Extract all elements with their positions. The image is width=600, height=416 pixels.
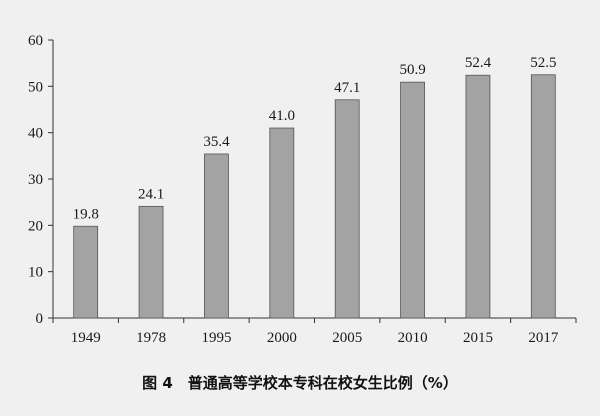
bar-2000 [269,127,295,319]
y-tick-label: 10 [28,265,43,281]
bar-2017 [530,74,556,319]
data-label-2000: 41.0 [269,108,295,124]
bar-1949 [73,225,99,319]
bar-chart: 0 10 20 30 40 50 60 1949 19.8 1978 24.1 1995 35.4 20… [28,33,577,346]
bar-2015 [465,74,491,319]
bar-1995 [204,153,229,319]
data-label-1978: 24.1 [138,186,164,202]
y-tick-label: 50 [28,79,43,95]
bar-1978 [138,205,164,319]
data-label-2010: 50.9 [399,62,425,78]
x-tick-label: 2017 [528,330,559,346]
data-label-2015: 52.4 [465,55,492,71]
data-label-2017: 52.5 [530,55,556,71]
x-tick-label: 1949 [71,330,101,346]
y-tick-label: 0 [36,311,44,327]
y-tick-label: 40 [28,126,43,142]
y-tick-label: 20 [28,218,43,234]
x-tick-label: 2000 [267,330,297,346]
x-tick-label: 2005 [332,330,362,346]
x-tick-label: 1978 [136,330,166,346]
x-tick-label: 1995 [201,330,231,346]
x-tick-label: 2010 [398,330,428,346]
data-label-1949: 19.8 [73,206,99,222]
bar-2005 [334,99,360,319]
bar-2010 [400,81,425,319]
x-tick-label: 2015 [463,330,493,346]
chart-title: 图 4 普通高等学校本专科在校女生比例（%） [142,374,458,392]
y-tick-label: 60 [28,33,43,49]
data-label-2005: 47.1 [334,80,360,96]
y-tick-label: 30 [28,172,43,188]
data-label-1995: 35.4 [203,134,230,150]
